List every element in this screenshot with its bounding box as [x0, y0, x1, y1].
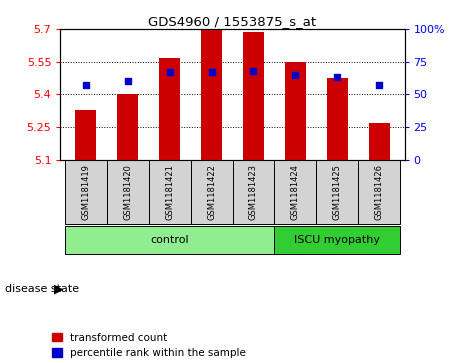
Bar [65, 160, 106, 224]
Bar [274, 226, 400, 254]
Bar [117, 94, 138, 160]
Bar [274, 160, 316, 224]
Bar [359, 160, 400, 224]
Text: ▶: ▶ [53, 282, 63, 295]
Point [334, 74, 341, 80]
Bar [75, 110, 96, 160]
Bar [316, 160, 359, 224]
Bar [232, 160, 274, 224]
Bar [327, 78, 348, 160]
Point [124, 78, 131, 84]
Point [166, 69, 173, 75]
Bar [285, 62, 306, 160]
Text: GSM1181420: GSM1181420 [123, 164, 132, 220]
Bar [201, 29, 222, 160]
Text: ISCU myopathy: ISCU myopathy [294, 235, 380, 245]
Text: GSM1181422: GSM1181422 [207, 164, 216, 220]
Point [292, 72, 299, 78]
Bar [106, 160, 149, 224]
Point [82, 82, 89, 88]
Text: GSM1181419: GSM1181419 [81, 164, 90, 220]
Text: GSM1181424: GSM1181424 [291, 164, 300, 220]
Title: GDS4960 / 1553875_s_at: GDS4960 / 1553875_s_at [148, 15, 317, 28]
Text: GSM1181423: GSM1181423 [249, 164, 258, 220]
Legend: transformed count, percentile rank within the sample: transformed count, percentile rank withi… [52, 333, 246, 358]
Bar [159, 58, 180, 160]
Text: disease state: disease state [5, 284, 79, 294]
Text: GSM1181425: GSM1181425 [333, 164, 342, 220]
Bar [191, 160, 232, 224]
Point [250, 68, 257, 74]
Bar [369, 123, 390, 160]
Bar [243, 32, 264, 160]
Text: GSM1181421: GSM1181421 [165, 164, 174, 220]
Text: control: control [150, 235, 189, 245]
Bar [149, 160, 191, 224]
Point [208, 69, 215, 75]
Point [376, 82, 383, 88]
Text: GSM1181426: GSM1181426 [375, 164, 384, 220]
Bar [65, 226, 274, 254]
